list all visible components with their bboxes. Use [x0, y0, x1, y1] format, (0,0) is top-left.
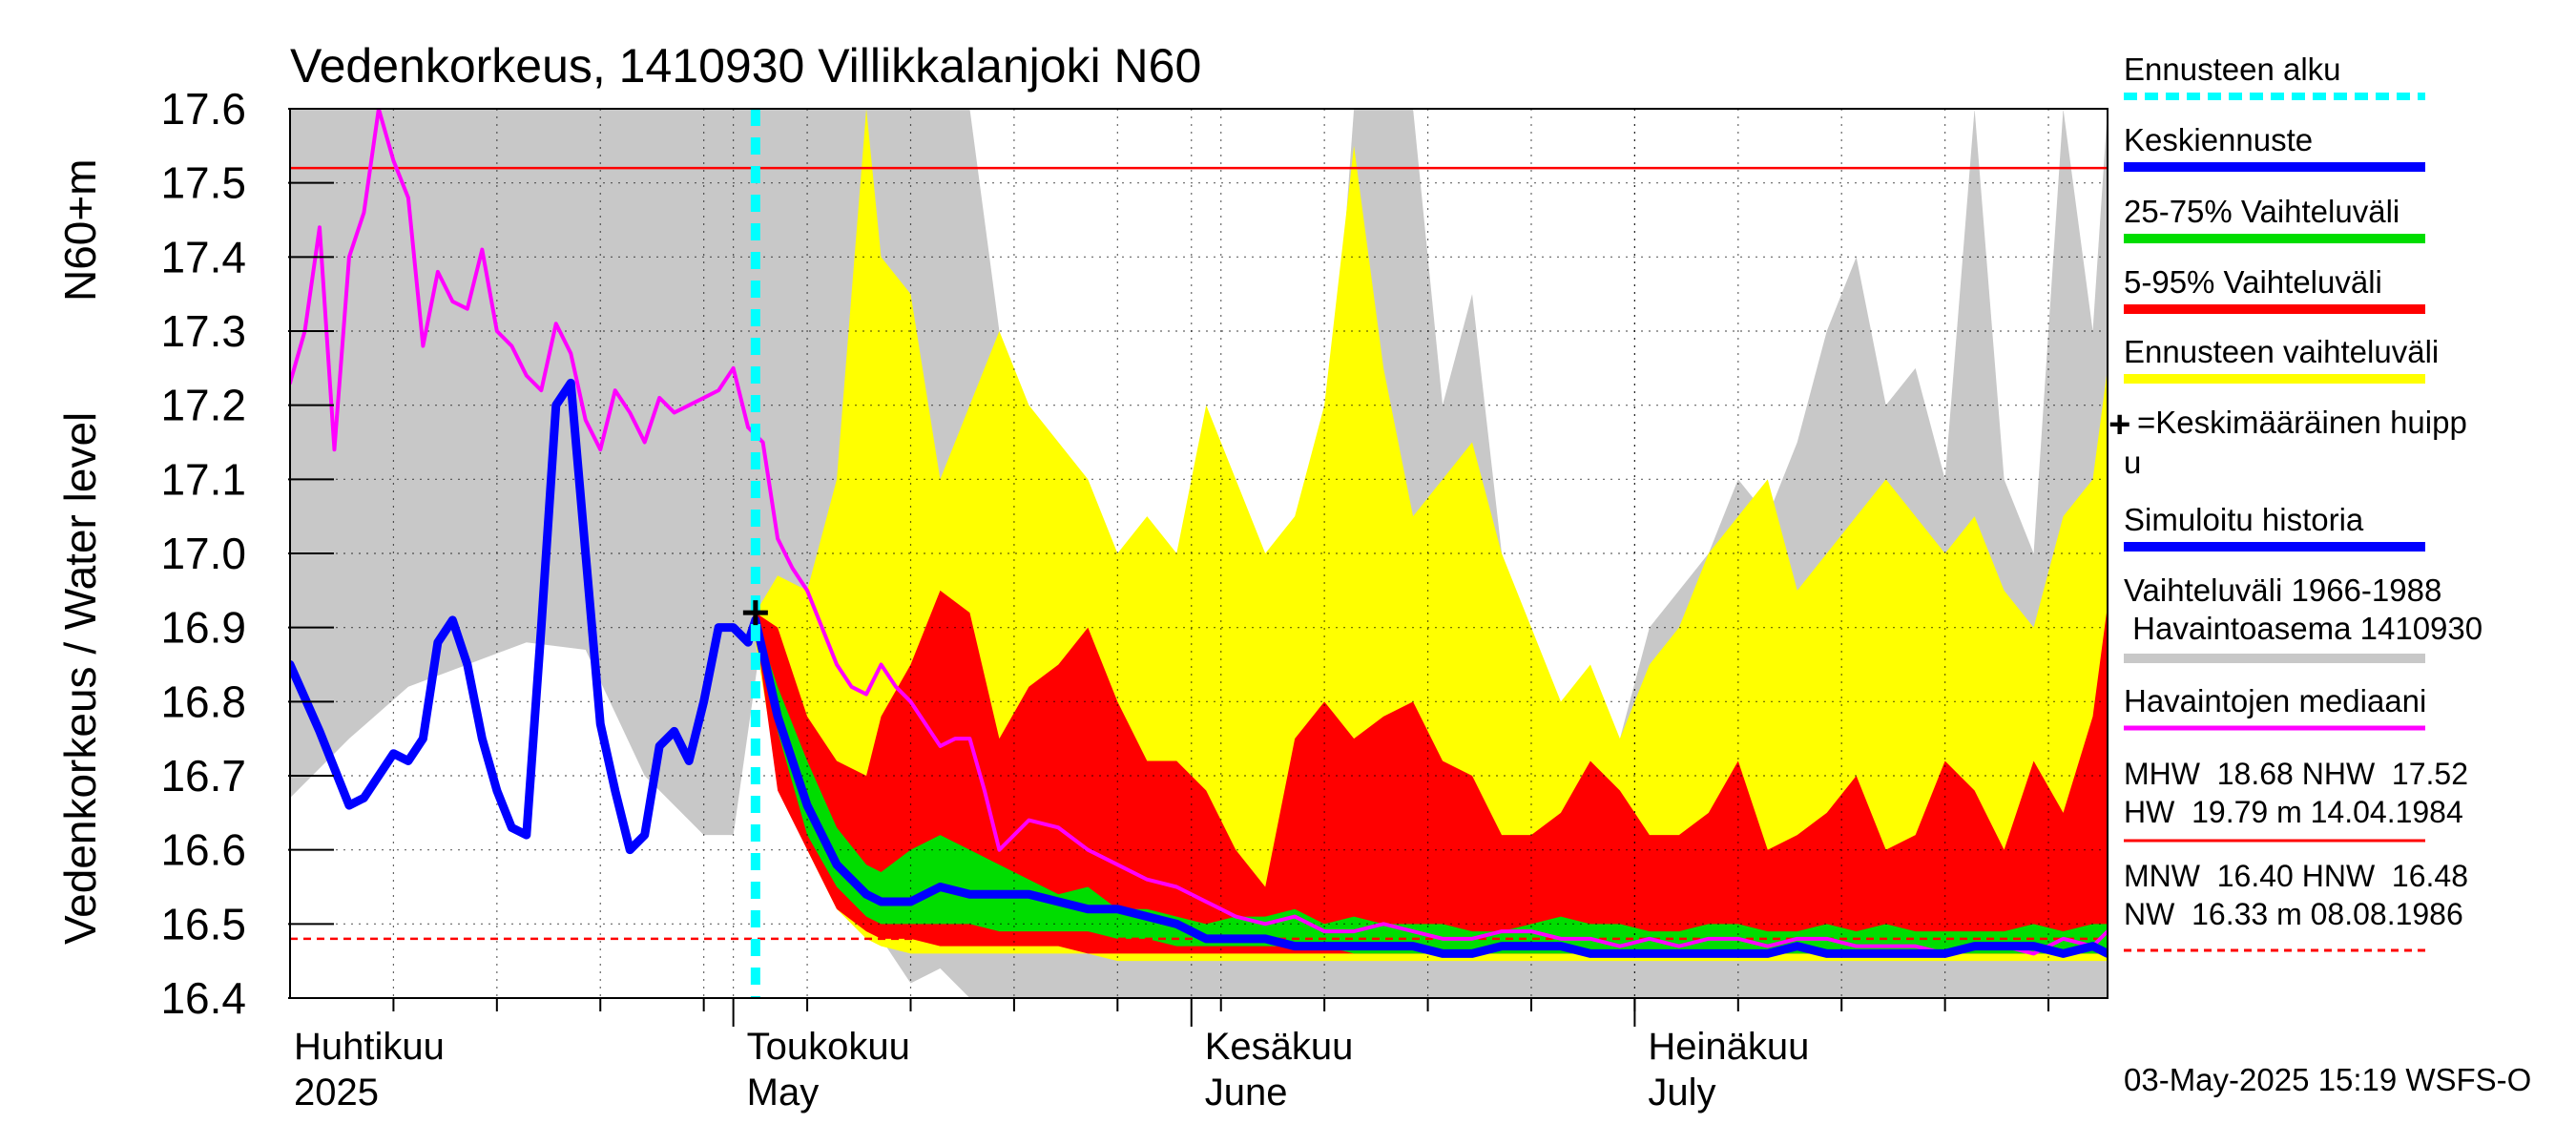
x-month-sublabel: June [1205, 1072, 1288, 1114]
y-tick-label: 17.6 [160, 84, 246, 134]
x-month-sublabel: May [747, 1072, 820, 1114]
y-tick-label: 17.3 [160, 306, 246, 356]
y-tick-label: 17.5 [160, 158, 246, 208]
legend-stats-hw: HW 19.79 m 14.04.1984 [2124, 795, 2463, 829]
legend-stats-mhw-nhw: MHW 18.68 NHW 17.52 [2124, 757, 2468, 791]
legend-range-station-label: Havaintoasema 1410930 [2124, 611, 2483, 646]
x-month-label: Toukokuu [747, 1026, 910, 1068]
y-tick-label: 16.5 [160, 899, 246, 948]
legend-mean-peak-label: =Keskimääräinen huipp [2137, 405, 2467, 440]
footer-timestamp: 03-May-2025 15:19 WSFS-O [2124, 1062, 2531, 1097]
legend-forecast-start-label: Ennusteen alku [2124, 52, 2341, 87]
plot-area [290, 109, 2108, 998]
y-tick-label: 16.8 [160, 677, 246, 726]
y-tick-label: 17.2 [160, 381, 246, 430]
x-month-sublabel: July [1648, 1072, 1715, 1114]
legend-range-years-label: Vaihteluväli 1966-1988 [2124, 572, 2441, 608]
legend-25-75-label: 25-75% Vaihteluväli [2124, 194, 2399, 229]
x-month-label: Huhtikuu [294, 1026, 445, 1068]
y-tick-label: 16.4 [160, 973, 246, 1023]
legend-stats-mnw-hnw: MNW 16.40 HNW 16.48 [2124, 859, 2468, 893]
x-month-label: Heinäkuu [1648, 1026, 1809, 1068]
legend-forecast-range-label: Ennusteen vaihteluväli [2124, 334, 2439, 369]
y-tick-label: 16.9 [160, 603, 246, 653]
legend-median-label: Havaintojen mediaani [2124, 683, 2426, 718]
y-tick-label: 16.7 [160, 751, 246, 801]
legend-mean-forecast-label: Keskiennuste [2124, 122, 2313, 157]
band-5-95-vaihteluv-li [755, 590, 2108, 954]
y-tick-label: 17.0 [160, 529, 246, 578]
y-axis-unit-label: N60+m [55, 158, 105, 302]
series-keskiennuste [751, 615, 2108, 958]
y-axis-label: Vedenkorkeus / Water level [55, 412, 105, 945]
y-tick-label: 17.1 [160, 454, 246, 504]
legend-simulated-label: Simuloitu historia [2124, 502, 2364, 537]
y-tick-label: 17.4 [160, 232, 246, 281]
x-month-label: Kesäkuu [1205, 1026, 1354, 1068]
legend-5-95-label: 5-95% Vaihteluväli [2124, 264, 2382, 300]
legend: Ennusteen alku Keskiennuste 25-75% Vaiht… [2109, 52, 2483, 952]
legend-mean-peak-label-cont: u [2124, 445, 2141, 480]
legend-mean-peak-plus-icon: + [2109, 404, 2130, 446]
band-25-75-vaihteluv-li [755, 619, 2108, 954]
legend-stats-nw: NW 16.33 m 08.08.1986 [2124, 897, 2463, 931]
x-month-sublabel: 2025 [294, 1072, 379, 1114]
chart-title: Vedenkorkeus, 1410930 Villikkalanjoki N6… [290, 39, 1201, 93]
series-havaintojen-mediaani [290, 109, 2108, 956]
y-tick-label: 16.6 [160, 825, 246, 875]
series-simuloitu-historia [290, 378, 760, 855]
